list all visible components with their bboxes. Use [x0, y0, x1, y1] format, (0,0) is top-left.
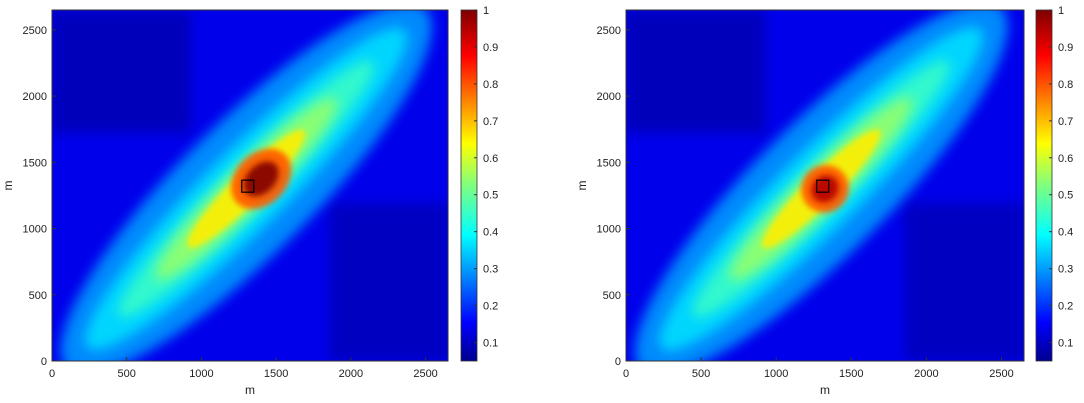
- colorbar-tick-label: 0.5: [483, 190, 498, 202]
- colorbar-tick-label: 0.7: [1058, 116, 1073, 128]
- colorbar-tick-label: 0.4: [483, 227, 498, 239]
- heatmap-field: [626, 10, 1024, 361]
- colorbar-tick-label: 0.9: [483, 42, 498, 54]
- y-tick-label: 2500: [23, 25, 47, 37]
- y-tick-label: 500: [603, 290, 621, 302]
- colorbar-tick-label: 0.3: [1058, 264, 1073, 276]
- heatmap-panel-1: 0 500 1000 1500 2000 2500 0 500 1000 1500 2000 2500…: [1, 5, 498, 397]
- y-tick-label: 0: [41, 356, 47, 368]
- colorbar-tick-label: 0.6: [483, 153, 498, 165]
- axes-frame: [625, 9, 1025, 362]
- heatmap-dark-region: [52, 10, 191, 133]
- marker-square: [241, 179, 255, 193]
- x-tick-label: 500: [118, 368, 136, 380]
- colorbar-tick-label: 0.6: [1058, 153, 1073, 165]
- y-tick-label: 1000: [597, 224, 621, 236]
- x-axis-label: m: [245, 383, 255, 397]
- heatmap-peak: [243, 161, 279, 197]
- x-tick-label: 1000: [764, 368, 788, 380]
- colorbar-tick-label: 0.5: [1058, 190, 1073, 202]
- x-tick-label: 0: [49, 368, 55, 380]
- x-tick-label: 2000: [914, 368, 938, 380]
- x-tick-label: 1000: [189, 368, 213, 380]
- x-axis-label: m: [820, 383, 830, 397]
- heatmap-dark-region: [329, 203, 448, 361]
- colorbar-tick-label: 0.1: [1058, 338, 1073, 350]
- colorbar-tick-label: 0.8: [1058, 79, 1073, 91]
- colorbar-tick-label: 0.3: [483, 264, 498, 276]
- axes-frame: [51, 9, 449, 362]
- x-tick-label: 2500: [413, 368, 437, 380]
- colorbar-tick-label: 1: [483, 5, 489, 17]
- marker-square: [816, 179, 830, 193]
- y-tick-label: 1500: [597, 157, 621, 169]
- x-tick-label: 2000: [339, 368, 363, 380]
- colorbar: [1035, 9, 1053, 362]
- colorbar: [460, 9, 478, 362]
- heatmap-peak: [811, 175, 839, 203]
- heatmap-panel-2: 0 500 1000 1500 2000 2500 0 500 1000 1500 2000 2500…: [575, 5, 1073, 397]
- heatmap-dark-region: [904, 203, 1024, 361]
- y-axis-label: m: [1, 181, 15, 191]
- y-tick-label: 2000: [23, 91, 47, 103]
- y-tick-label: 2000: [597, 91, 621, 103]
- y-tick-label: 0: [615, 356, 621, 368]
- colorbar-tick-label: 1: [1058, 5, 1064, 17]
- colorbar-tick-label: 0.2: [1058, 301, 1073, 313]
- y-tick-label: 1000: [23, 224, 47, 236]
- y-axis-label: m: [575, 181, 589, 191]
- x-tick-label: 0: [623, 368, 629, 380]
- x-tick-label: 1500: [839, 368, 863, 380]
- colorbar-tick-label: 0.4: [1058, 227, 1073, 239]
- y-tick-label: 500: [29, 290, 47, 302]
- colorbar-tick-label: 0.1: [483, 338, 498, 350]
- y-tick-label: 1500: [23, 157, 47, 169]
- x-tick-label: 1500: [264, 368, 288, 380]
- x-tick-label: 2500: [989, 368, 1013, 380]
- colorbar-tick-label: 0.2: [483, 301, 498, 313]
- heatmap-field: [52, 10, 448, 361]
- y-tick-label: 2500: [597, 25, 621, 37]
- colorbar-tick-label: 0.7: [483, 116, 498, 128]
- heatmap-dark-region: [626, 10, 766, 133]
- colorbar-tick-label: 0.9: [1058, 42, 1073, 54]
- x-tick-label: 500: [692, 368, 710, 380]
- colorbar-tick-label: 0.8: [483, 79, 498, 91]
